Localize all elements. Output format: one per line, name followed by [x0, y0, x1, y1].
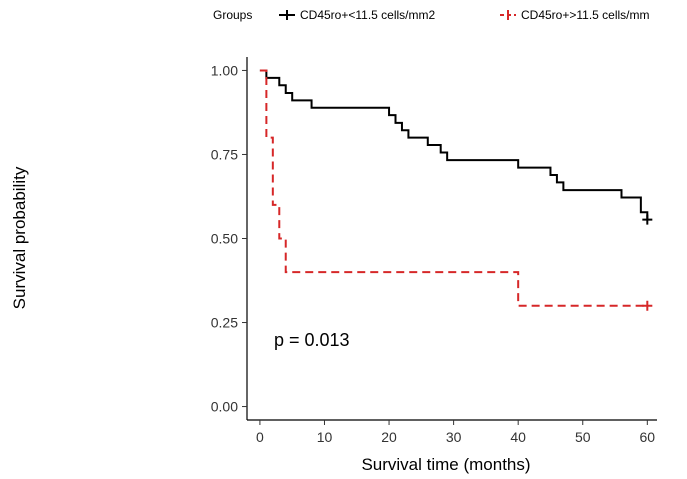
survival-curve-series-2: [259, 69, 648, 307]
y-tick-label: 0.25: [211, 315, 238, 331]
x-tick-label: 50: [575, 429, 591, 445]
legend-label-series-1: CD45ro+<11.5 cells/mm2: [300, 8, 435, 22]
x-axis: 0 10 20 30 40 50 60: [256, 420, 655, 445]
x-tick-label: 60: [640, 429, 656, 445]
y-tick-label: 0.00: [211, 399, 238, 415]
y-axis-title: Survival probability: [10, 166, 29, 309]
legend-title: Groups: [213, 8, 252, 22]
censor-mark-series-1: [642, 214, 653, 225]
x-tick-label: 40: [510, 429, 526, 445]
legend-key-series-2: [500, 10, 516, 20]
x-tick-label: 0: [256, 429, 264, 445]
censor-mark-series-2: [642, 300, 653, 311]
legend: Groups CD45ro+<11.5 cells/mm2 CD45ro+>11…: [213, 8, 650, 22]
legend-key-series-1: [279, 10, 295, 20]
axes: [246, 57, 657, 421]
y-tick-label: 0.50: [211, 231, 238, 247]
p-value-annotation: p = 0.013: [274, 330, 350, 350]
y-tick-label: 1.00: [211, 62, 238, 78]
plot-area: [259, 69, 653, 311]
x-tick-label: 10: [317, 429, 333, 445]
x-axis-title: Survival time (months): [361, 455, 530, 474]
x-tick-label: 30: [446, 429, 462, 445]
y-tick-label: 0.75: [211, 146, 238, 162]
legend-label-series-2: CD45ro+>11.5 cells/mm: [521, 8, 650, 22]
x-tick-label: 20: [381, 429, 397, 445]
y-axis: 0.00 0.25 0.50 0.75 1.00: [211, 62, 247, 415]
survival-curve-series-1: [259, 69, 649, 220]
